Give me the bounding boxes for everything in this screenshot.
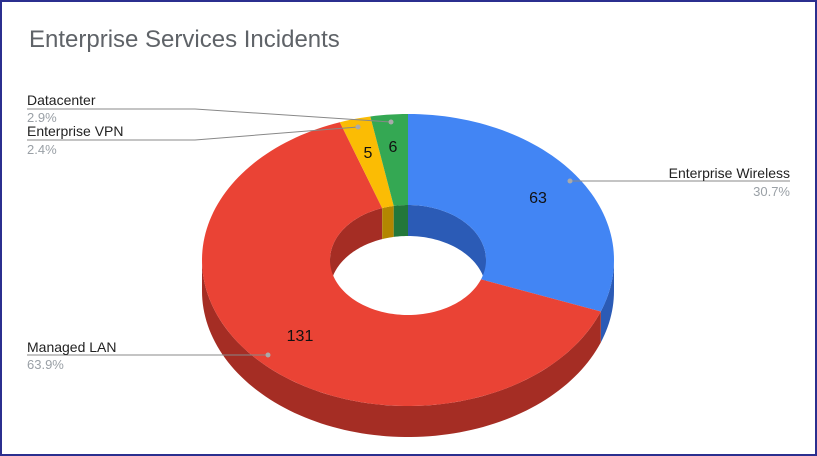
side-wall-enterprise-wireless [600, 260, 614, 343]
value-label-datacenter: 6 [389, 139, 398, 156]
callout-name-datacenter: Datacenter [27, 92, 96, 108]
slice-datacenter [370, 114, 408, 206]
inner-wall-enterprise-wireless [408, 205, 486, 291]
callout-name-managed-lan: Managed LAN [27, 339, 117, 355]
leader-dot-enterprise-vpn [355, 124, 361, 130]
callout-percent-managed-lan: 63.9% [27, 357, 64, 372]
slice-managed-lan [202, 122, 601, 406]
inner-wall-managed-lan [330, 208, 383, 291]
leader-line-datacenter [27, 108, 392, 123]
chart-title: Enterprise Services Incidents [29, 26, 340, 53]
donut-inner-walls [330, 205, 486, 291]
donut-top [202, 114, 614, 406]
callout-percent-enterprise-vpn: 2.4% [27, 142, 57, 157]
donut-labels: 63 131 5 6 [287, 139, 547, 345]
slice-enterprise-wireless [408, 114, 614, 312]
donut-callouts: Enterprise Wireless 30.7% Managed LAN 63.9%… [27, 92, 790, 372]
leader-line-enterprise-vpn [27, 126, 359, 141]
leader-dot-managed-lan [265, 352, 271, 358]
callout-name-enterprise-vpn: Enterprise VPN [27, 123, 123, 139]
donut-sides [202, 260, 614, 437]
inner-wall-enterprise-vpn [382, 205, 394, 240]
slice-enterprise-vpn [339, 116, 394, 209]
side-wall-managed-lan [202, 260, 601, 437]
inner-wall-datacenter [393, 205, 408, 237]
leader-dot-enterprise-wireless [567, 178, 573, 184]
callout-percent-enterprise-wireless: 30.7% [753, 184, 790, 199]
callout-percent-datacenter: 2.9% [27, 110, 57, 125]
callout-name-enterprise-wireless: Enterprise Wireless [669, 165, 790, 181]
value-label-managed-lan: 131 [287, 328, 314, 345]
leader-dot-datacenter [388, 119, 394, 125]
value-label-enterprise-wireless: 63 [529, 190, 547, 207]
value-label-enterprise-vpn: 5 [364, 145, 373, 162]
